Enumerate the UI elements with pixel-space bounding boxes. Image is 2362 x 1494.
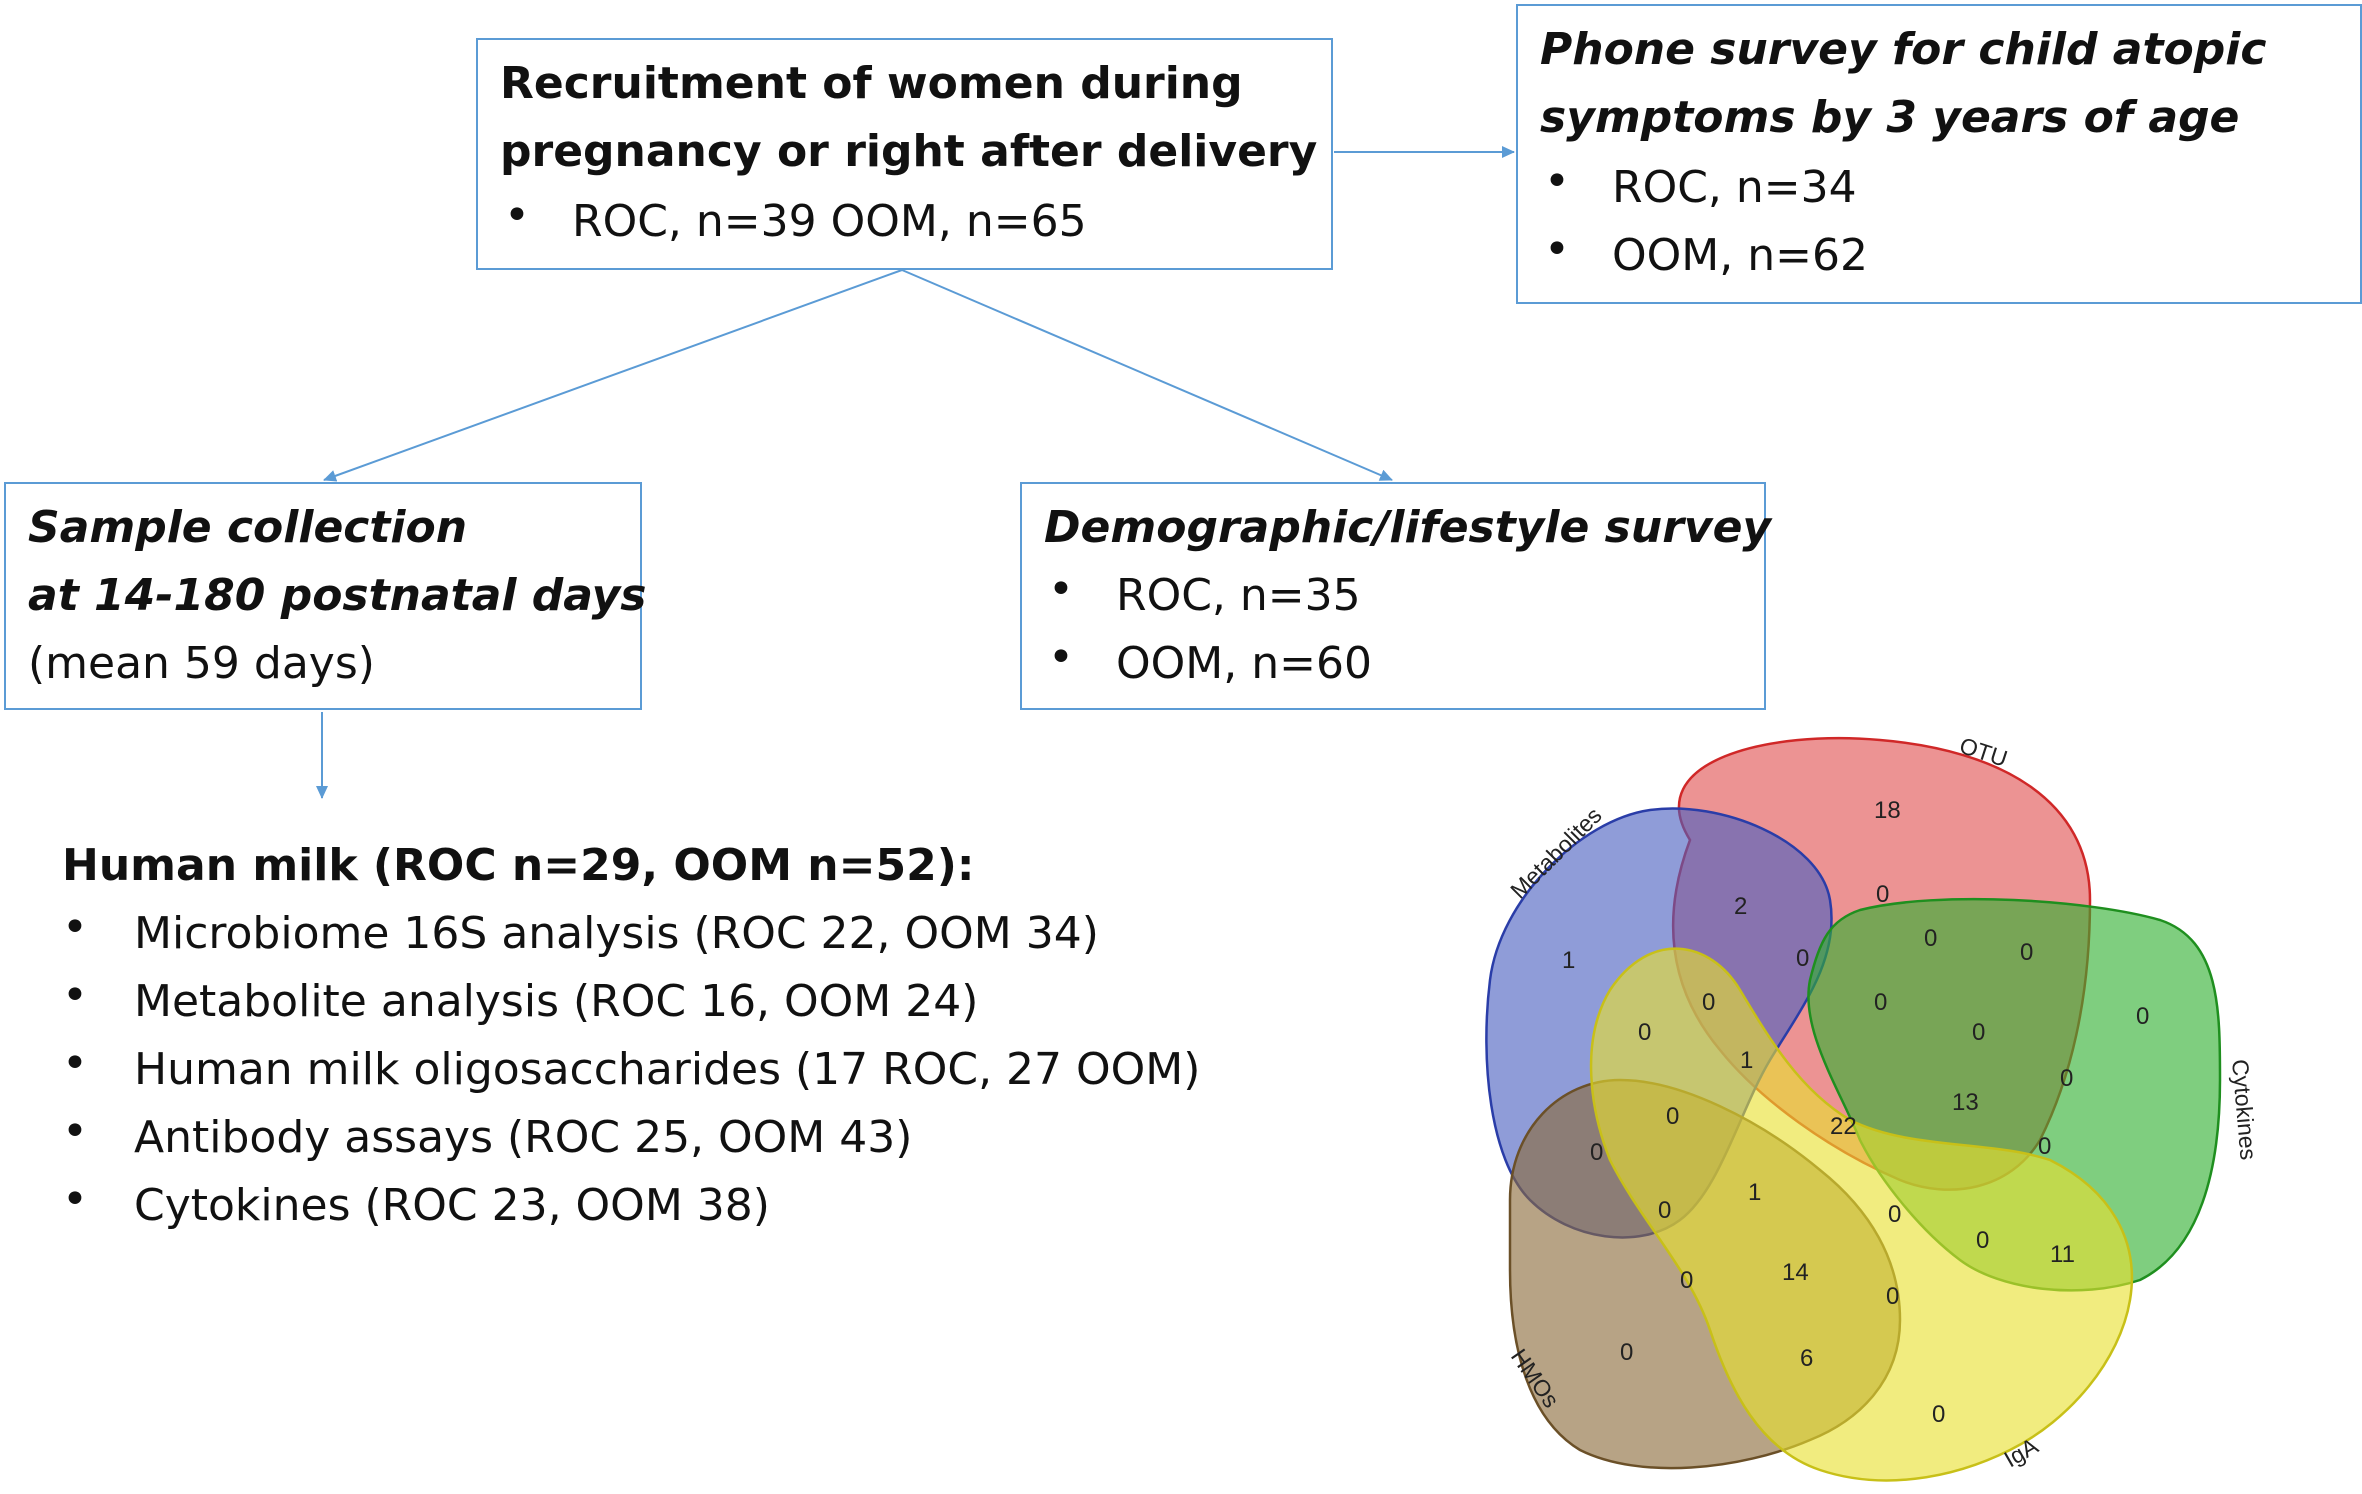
bullet-dot: • xyxy=(62,902,88,953)
phone-survey-title-line2: symptoms by 3 years of age xyxy=(1540,92,2240,143)
bullet-dot: • xyxy=(62,1174,88,1225)
venn-region-value: 0 xyxy=(1932,1401,1945,1428)
bullet-dot: • xyxy=(1048,632,1074,683)
venn-region-value: 0 xyxy=(1658,1197,1671,1224)
bullet-dot: • xyxy=(1048,564,1074,615)
sample-collection-title-line1: Sample collection xyxy=(28,502,468,553)
venn-region-value: 1 xyxy=(1562,947,1575,974)
venn-region-value: 0 xyxy=(1680,1267,1693,1294)
human-milk-list: Human milk (ROC n=29, OOM n=52): • Micro… xyxy=(60,840,1360,1260)
venn-region-value: 2 xyxy=(1734,893,1747,920)
bullet-dot: • xyxy=(1544,156,1570,207)
venn-region-value: 0 xyxy=(2060,1065,2073,1092)
venn-region-value: 1 xyxy=(1748,1179,1761,1206)
venn-region-value: 18 xyxy=(1874,797,1901,824)
venn-region-value: 0 xyxy=(1888,1201,1901,1228)
venn-region-value: 0 xyxy=(2038,1133,2051,1160)
sample-collection-title-line2: at 14-180 postnatal days xyxy=(28,570,647,621)
venn-region-value: 11 xyxy=(2050,1241,2075,1268)
recruitment-title-line1: Recruitment of women during xyxy=(500,58,1243,109)
demographic-survey-bullet2: OOM, n=60 xyxy=(1116,638,1372,689)
venn-region-value: 0 xyxy=(1976,1227,1989,1254)
venn-region-value: 0 xyxy=(1874,989,1887,1016)
human-milk-item-hmo: Human milk oligosaccharides (17 ROC, 27 … xyxy=(134,1044,1201,1095)
venn-label-cytokines: Cytokines xyxy=(2227,1058,2262,1161)
human-milk-title: Human milk (ROC n=29, OOM n=52): xyxy=(62,840,975,891)
demographic-survey-box: Demographic/lifestyle survey • ROC, n=35… xyxy=(1020,482,1771,710)
venn-region-value: 0 xyxy=(1702,989,1715,1016)
venn-region-value: 0 xyxy=(1590,1139,1603,1166)
phone-survey-title-line1: Phone survey for child atopic xyxy=(1540,24,2267,75)
arrow-recruitment-to-sample xyxy=(323,269,903,482)
venn-region-value: 0 xyxy=(2020,939,2033,966)
venn-region-value: 6 xyxy=(1800,1345,1813,1372)
bullet-dot: • xyxy=(62,1038,88,1089)
venn-region-value: 0 xyxy=(1666,1103,1679,1130)
human-milk-item-cytokines: Cytokines (ROC 23, OOM 38) xyxy=(134,1180,770,1231)
arrow-recruitment-to-demographic xyxy=(901,269,1393,481)
recruitment-box: Recruitment of women during pregnancy or… xyxy=(476,38,1333,270)
venn-region-value: 0 xyxy=(1924,925,1937,952)
sample-collection-box: Sample collection at 14-180 postnatal da… xyxy=(4,482,647,710)
recruitment-bullet1: ROC, n=39 OOM, n=65 xyxy=(572,196,1087,247)
bullet-dot: • xyxy=(62,1106,88,1157)
human-milk-item-metabolite: Metabolite analysis (ROC 16, OOM 24) xyxy=(134,976,979,1027)
venn-region-value: 0 xyxy=(1796,945,1809,972)
human-milk-item-antibody: Antibody assays (ROC 25, OOM 43) xyxy=(134,1112,913,1163)
phone-survey-bullet2: OOM, n=62 xyxy=(1612,230,1868,281)
recruitment-title-line2: pregnancy or right after delivery xyxy=(500,126,1318,177)
venn-region-value: 14 xyxy=(1782,1259,1809,1286)
venn-region-value: 0 xyxy=(1876,881,1889,908)
venn-region-value: 0 xyxy=(1886,1283,1899,1310)
human-milk-item-microbiome: Microbiome 16S analysis (ROC 22, OOM 34) xyxy=(134,908,1099,959)
demographic-survey-title: Demographic/lifestyle survey xyxy=(1044,502,1772,553)
venn-region-value: 1 xyxy=(1740,1047,1753,1074)
bullet-dot: • xyxy=(62,970,88,1021)
bullet-dot: • xyxy=(1544,224,1570,275)
venn-set-iga xyxy=(1589,947,2134,1482)
venn-region-value: 0 xyxy=(1620,1339,1633,1366)
venn-region-value: 0 xyxy=(1972,1019,1985,1046)
venn-region-value: 22 xyxy=(1830,1113,1857,1140)
phone-survey-bullet1: ROC, n=34 xyxy=(1612,162,1857,213)
phone-survey-box: Phone survey for child atopic symptoms b… xyxy=(1516,4,2362,304)
venn-region-value: 0 xyxy=(2136,1003,2149,1030)
demographic-survey-bullet1: ROC, n=35 xyxy=(1116,570,1361,621)
venn-region-value: 13 xyxy=(1952,1089,1979,1116)
venn-region-value: 0 xyxy=(1638,1019,1651,1046)
bullet-dot: • xyxy=(504,190,530,241)
sample-collection-line3: (mean 59 days) xyxy=(28,638,375,689)
